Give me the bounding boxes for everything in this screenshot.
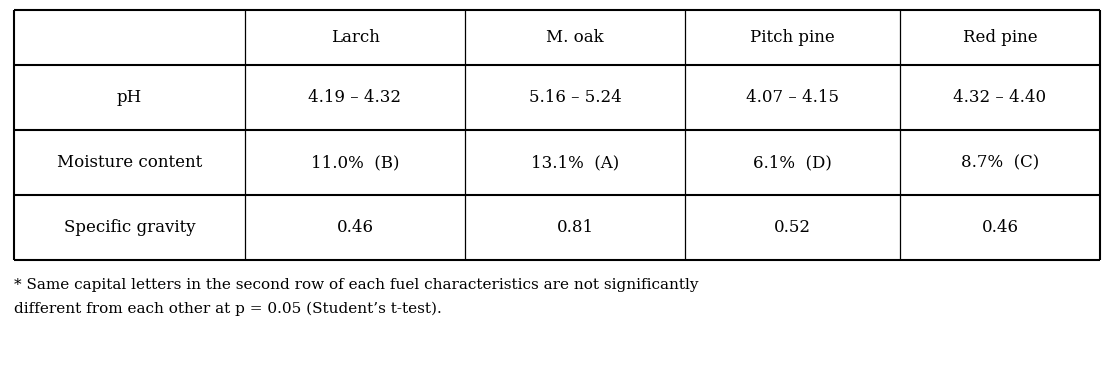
Text: * Same capital letters in the second row of each fuel characteristics are not si: * Same capital letters in the second row… <box>15 278 699 292</box>
Text: M. oak: M. oak <box>547 29 604 46</box>
Text: 13.1%  (A): 13.1% (A) <box>531 154 619 171</box>
Text: 0.46: 0.46 <box>337 219 373 236</box>
Text: Pitch pine: Pitch pine <box>750 29 835 46</box>
Text: 11.0%  (B): 11.0% (B) <box>311 154 399 171</box>
Text: pH: pH <box>117 89 142 106</box>
Text: different from each other at p = 0.05 (Student’s t-test).: different from each other at p = 0.05 (S… <box>15 302 442 316</box>
Text: 0.52: 0.52 <box>774 219 811 236</box>
Text: Larch: Larch <box>331 29 379 46</box>
Text: 6.1%  (D): 6.1% (D) <box>754 154 832 171</box>
Text: Specific gravity: Specific gravity <box>64 219 196 236</box>
Text: 0.46: 0.46 <box>982 219 1018 236</box>
Text: 4.07 – 4.15: 4.07 – 4.15 <box>746 89 838 106</box>
Text: 4.32 – 4.40: 4.32 – 4.40 <box>954 89 1046 106</box>
Text: 4.19 – 4.32: 4.19 – 4.32 <box>309 89 401 106</box>
Text: 5.16 – 5.24: 5.16 – 5.24 <box>529 89 622 106</box>
Text: 0.81: 0.81 <box>557 219 594 236</box>
Text: Red pine: Red pine <box>963 29 1038 46</box>
Text: 8.7%  (C): 8.7% (C) <box>960 154 1039 171</box>
Text: Moisture content: Moisture content <box>57 154 202 171</box>
